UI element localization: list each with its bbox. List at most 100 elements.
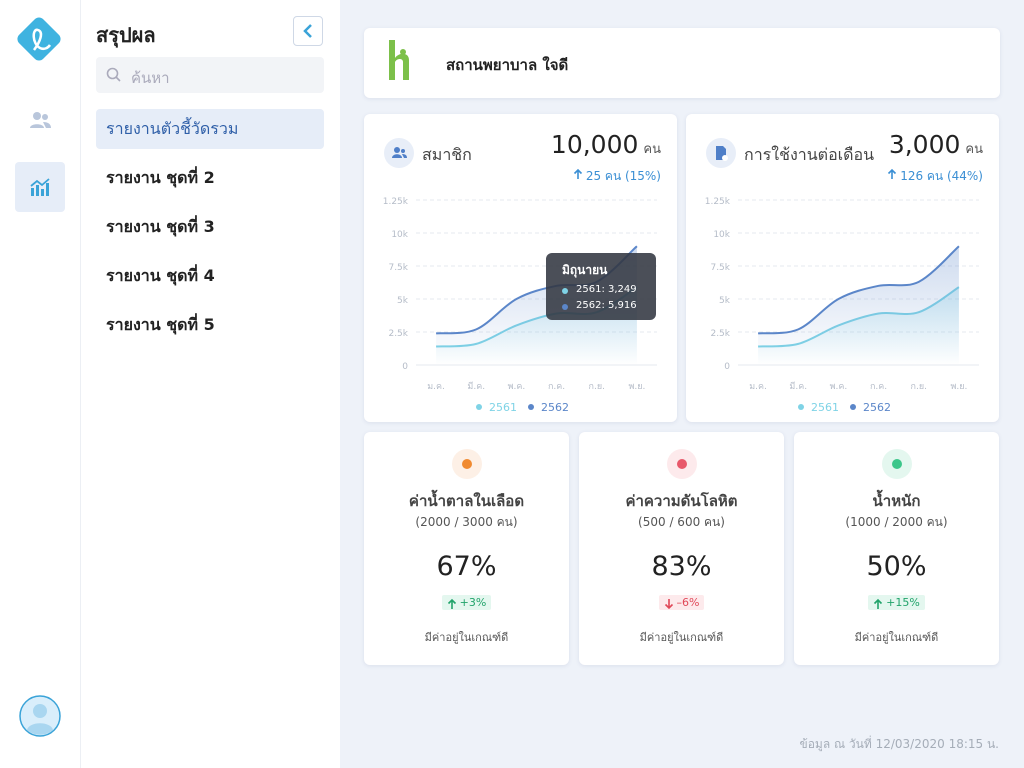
card-title: การใช้งานต่อเดือน [744,145,875,164]
metric-subtitle: (2000 / 3000 คน) [415,515,518,529]
y-tick-label: 5k [397,296,409,306]
arrow-shape [874,598,883,609]
area [758,246,959,365]
x-tick-label: ม.ค. [749,382,767,392]
card-unit: คน [965,142,983,157]
metric-title: ค่าความดันโลหิต [625,492,738,510]
app-logo [17,17,61,61]
nav-members[interactable] [28,110,52,132]
hospital-header: สถานพยาบาล ใจดี [364,28,1000,98]
metric-icon [882,449,912,479]
menu-item[interactable]: รายงาน ชุดที่ 4 [106,266,215,285]
legend-dot [528,404,534,410]
metric-title: น้ำหนัก [872,492,921,510]
x-tick-label: ก.ค. [548,382,565,392]
card-icon [706,138,736,168]
change-arrow [874,598,883,609]
nav-report[interactable] [15,162,65,212]
legend-label: 2561 [489,401,517,414]
change-arrow [888,168,897,179]
tooltip-dot [562,288,568,294]
chart-card: สมาชิก 10,000 คน 25 คน (15%) 0 2.5k 5k 7.5k 10k 1… [364,114,677,422]
menu-item[interactable]: รายงาน ชุดที่ 2 [106,168,215,187]
arrow-shape [888,168,897,179]
metric-change-wrap: +15% [794,591,999,610]
footer-timestamp: ข้อมูล ณ วันที่ 12/03/2020 18:15 น. [799,737,1000,751]
y-tick-label: 5k [719,296,731,306]
metric-change-chip: +3% [441,595,492,610]
metric-note: มีค่าอยู่ในเกณฑ์ดี [639,631,724,644]
hospital-name: สถานพยาบาล ใจดี [446,56,569,74]
line-chart: 0 2.5k 5k 7.5k 10k 1.25k ม.ค. มี.ค. พ.ค. ก.ค. ก.ย.… [383,197,657,414]
change-arrow [573,168,582,179]
metric-change: –6% [676,596,700,609]
tooltip-line: 2561: 3,249 [576,284,637,295]
card-change: 25 คน (15%) [585,169,661,183]
x-tick-label: พ.ย. [628,382,645,392]
change-arrow [664,599,673,610]
metric-value: 67% [436,551,497,582]
arrow-shape [447,598,456,609]
legend-label: 2561 [811,401,839,414]
card-unit: คน [643,142,661,157]
search-box[interactable]: ค้นหา [96,57,324,93]
card-change: 126 คน (44%) [900,169,983,183]
y-tick-label: 7.5k [388,263,408,273]
y-tick-label: 10k [391,230,408,240]
card-title: สมาชิก [422,145,472,164]
metric-card: ค่าน้ำตาลในเลือด (2000 / 3000 คน) 67% +3% มี… [364,432,569,665]
card-total: 3,000 [888,130,961,159]
metric-card: ค่าความดันโลหิต (500 / 600 คน) 83% –6% มีค่า… [579,432,784,665]
metric-subtitle: (1000 / 2000 คน) [845,515,948,529]
change-arrow [447,598,456,609]
y-tick-label: 1.25k [705,197,731,207]
card-total-row: 3,000 คน [889,130,983,159]
x-tick-label: ม.ค. [427,382,445,392]
chart-card: การใช้งานต่อเดือน 3,000 คน 126 คน (44%) 0 2.5… [686,114,999,422]
legend-label: 2562 [541,401,569,414]
metric-icon [667,449,697,479]
hospital-logo [389,40,409,80]
card-icon [384,138,414,168]
y-tick-label: 2.5k [710,329,730,339]
metric-change-chip: +15% [868,595,925,610]
x-tick-label: ก.ย. [911,382,927,392]
legend-label: 2562 [863,401,891,414]
metric-subtitle: (500 / 600 คน) [638,515,725,529]
tooltip-dot [562,304,568,310]
metric-change: +15% [886,596,920,609]
metric-icon [452,449,482,479]
y-tick-label: 10k [713,230,730,240]
legend-dot [798,404,804,410]
metric-value: 83% [651,551,712,582]
search-placeholder: ค้นหา [131,69,170,87]
metric-change-wrap: +3% [364,591,569,610]
menu-item[interactable]: รายงาน ชุดที่ 5 [106,315,215,334]
metric-card: น้ำหนัก (1000 / 2000 คน) 50% +15% มีค่าอยู่ใ… [794,432,999,665]
y-tick-label: 0 [724,362,730,372]
tooltip-title: มิถุนายน [562,263,608,277]
tooltip: มิถุนายน 2561: 3,249 2562: 5,916 [546,253,656,320]
metric-note: มีค่าอยู่ในเกณฑ์ดี [424,631,509,644]
x-tick-label: ก.ค. [870,382,887,392]
line [757,245,960,335]
x-tick-label: มี.ค. [789,381,807,392]
avatar[interactable] [18,694,62,738]
card-total: 10,000 [550,130,639,159]
sidebar-title: สรุปผล [96,23,156,47]
arrow-shape [573,168,582,179]
icon-rail [0,0,81,768]
y-tick-label: 7.5k [710,263,730,273]
menu-item[interactable]: รายงาน ชุดที่ 3 [106,217,215,236]
metric-value: 50% [866,551,927,582]
x-tick-label: มี.ค. [467,381,485,392]
line-chart: 0 2.5k 5k 7.5k 10k 1.25k ม.ค. มี.ค. พ.ค. ก.ค. ก.ย.… [705,197,979,414]
area [436,246,637,365]
menu-item[interactable]: รายงานตัวชี้วัดรวม [96,109,324,149]
y-tick-label: 1.25k [383,197,409,207]
y-tick-label: 2.5k [388,329,408,339]
metric-change: +3% [459,596,487,609]
x-tick-label: พ.ค. [830,382,848,392]
collapse-button[interactable] [293,16,323,46]
